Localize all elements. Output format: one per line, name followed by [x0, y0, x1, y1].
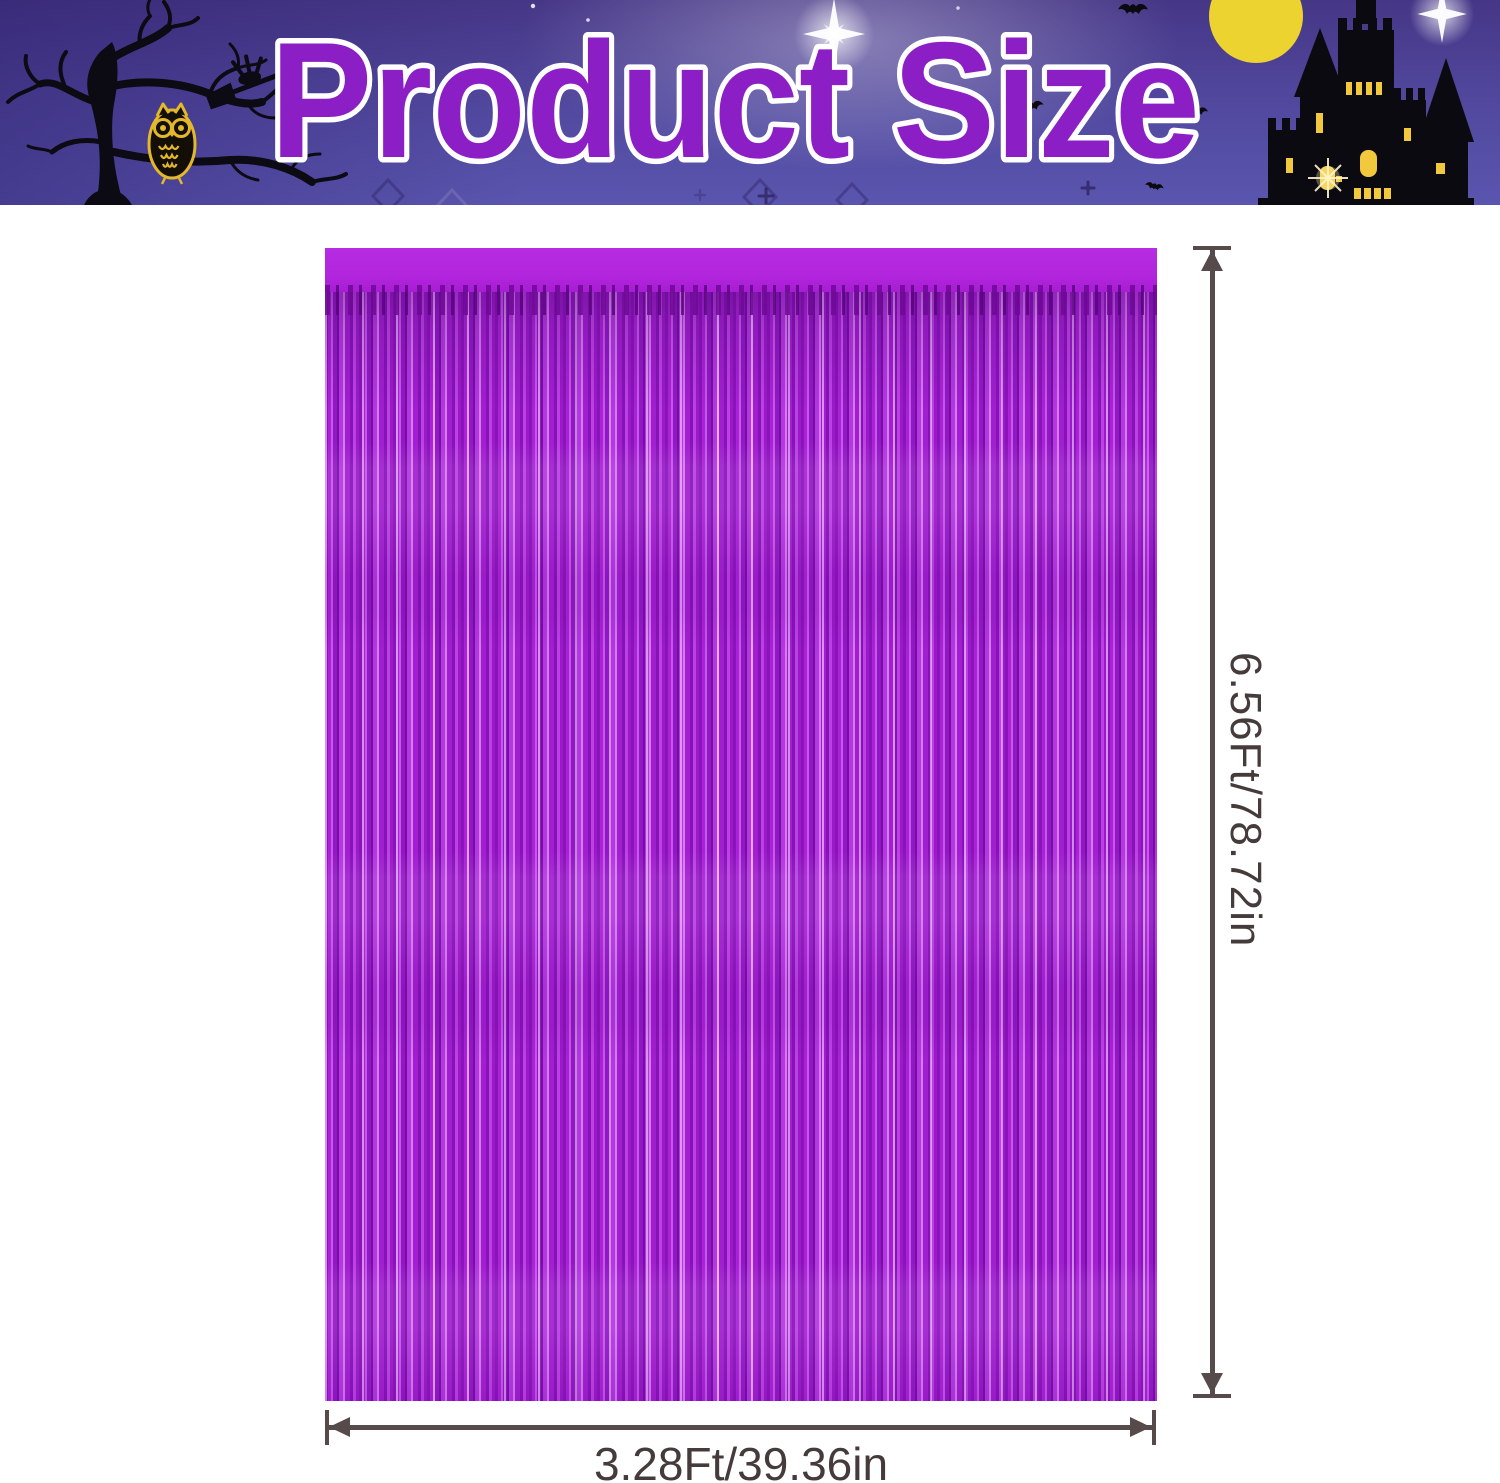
- curtain-header-band: [325, 248, 1157, 292]
- width-dimension-label: 3.28Ft/39.36in: [593, 1438, 889, 1483]
- width-dimension-line: [328, 1425, 1154, 1430]
- height-dimension-bottom-cap: [1193, 1394, 1231, 1398]
- height-dimension-top-cap: [1193, 246, 1231, 250]
- width-dimension-right-tick: [1152, 1410, 1156, 1445]
- height-dimension-line: [1210, 250, 1215, 1396]
- bat-icons: [1018, 3, 1208, 191]
- banner-art: Product Size: [0, 0, 1500, 205]
- arrow-left-icon: [329, 1417, 350, 1437]
- product-image-foil-curtain: [325, 248, 1157, 1401]
- spooky-tree-icon: [6, 0, 348, 205]
- arrow-right-icon: [1130, 1417, 1151, 1437]
- owl-icon: [147, 102, 197, 185]
- arrow-up-icon: [1201, 250, 1223, 271]
- banner-title: Product Size: [270, 8, 1200, 192]
- moon-icon: [1209, 0, 1303, 63]
- arrow-down-icon: [1201, 1373, 1223, 1394]
- height-dimension-label: 6.56Ft/78.72in: [1221, 652, 1270, 948]
- height-dimension-label-wrap: 6.56Ft/78.72in: [1220, 222, 1270, 1378]
- sparkle-icons: [445, 0, 1475, 99]
- width-dimension-left-tick: [325, 1410, 329, 1445]
- cross-marks: [693, 180, 1096, 205]
- castle-icon: [1258, 0, 1474, 205]
- curtain-fringe-strands: [325, 285, 1157, 1401]
- lit-window-sparkle-icon: [1308, 158, 1348, 198]
- diamond-pattern: [370, 177, 870, 205]
- banner: Product Size: [0, 0, 1500, 205]
- sky-glow: [520, 0, 1180, 170]
- castle-windows: [1286, 82, 1445, 199]
- witch-broom-icon: [205, 54, 281, 110]
